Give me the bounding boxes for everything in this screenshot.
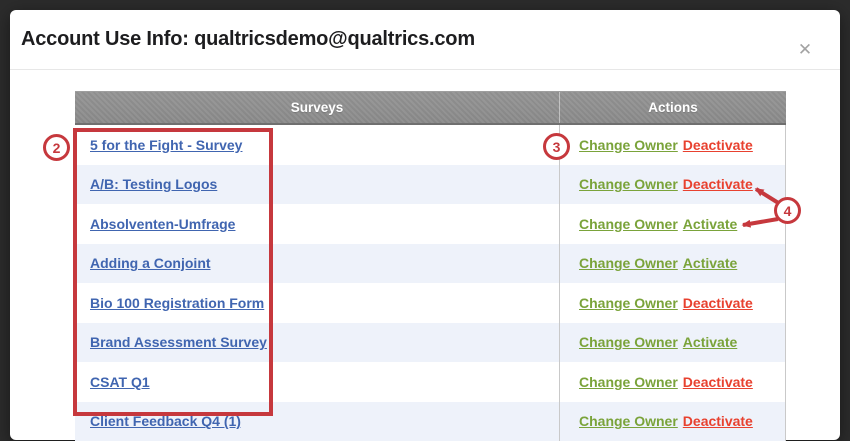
actions-cell: Change Owner Activate (559, 323, 786, 363)
survey-cell: Brand Assessment Survey (75, 323, 559, 363)
survey-cell: CSAT Q1 (75, 362, 559, 402)
actions-cell: Change Owner Deactivate (559, 402, 786, 441)
change-owner-link[interactable]: Change Owner (579, 413, 678, 429)
survey-link[interactable]: Brand Assessment Survey (90, 334, 267, 350)
annotation-step-2-badge: 2 (43, 134, 70, 161)
survey-link[interactable]: Adding a Conjoint (90, 255, 211, 271)
toggle-activation-link[interactable]: Activate (683, 255, 737, 271)
survey-link[interactable]: A/B: Testing Logos (90, 176, 217, 192)
column-header-surveys: Surveys (75, 92, 559, 123)
toggle-activation-link[interactable]: Activate (683, 216, 737, 232)
survey-cell: Adding a Conjoint (75, 244, 559, 284)
change-owner-link[interactable]: Change Owner (579, 255, 678, 271)
toggle-activation-link[interactable]: Activate (683, 334, 737, 350)
table-row: Absolventen-Umfrage Change Owner Activat… (75, 204, 786, 244)
change-owner-link[interactable]: Change Owner (579, 334, 678, 350)
toggle-activation-link[interactable]: Deactivate (683, 295, 753, 311)
survey-link[interactable]: Client Feedback Q4 (1) (90, 413, 241, 429)
survey-link[interactable]: 5 for the Fight - Survey (90, 137, 242, 153)
change-owner-link[interactable]: Change Owner (579, 137, 678, 153)
survey-cell: Bio 100 Registration Form (75, 283, 559, 323)
table-row: Client Feedback Q4 (1) Change Owner Deac… (75, 402, 786, 441)
actions-cell: Change Owner Deactivate (559, 125, 786, 165)
table-header-row: Surveys Actions (75, 91, 786, 125)
toggle-activation-link[interactable]: Deactivate (683, 413, 753, 429)
change-owner-link[interactable]: Change Owner (579, 216, 678, 232)
change-owner-link[interactable]: Change Owner (579, 176, 678, 192)
survey-link[interactable]: Bio 100 Registration Form (90, 295, 264, 311)
change-owner-link[interactable]: Change Owner (579, 295, 678, 311)
survey-link[interactable]: Absolventen-Umfrage (90, 216, 235, 232)
survey-cell: A/B: Testing Logos (75, 165, 559, 205)
table-row: CSAT Q1 Change Owner Deactivate (75, 362, 786, 402)
column-header-actions: Actions (559, 92, 786, 123)
table-body: 5 for the Fight - Survey Change Owner De… (75, 125, 786, 441)
close-icon[interactable]: ✕ (794, 39, 816, 61)
actions-cell: Change Owner Activate (559, 204, 786, 244)
toggle-activation-link[interactable]: Deactivate (683, 137, 753, 153)
survey-link[interactable]: CSAT Q1 (90, 374, 150, 390)
table-row: Brand Assessment Survey Change Owner Act… (75, 323, 786, 363)
table-row: Adding a Conjoint Change Owner Activate (75, 244, 786, 284)
survey-cell: Client Feedback Q4 (1) (75, 402, 559, 441)
surveys-table: Surveys Actions 5 for the Fight - Survey… (75, 91, 786, 441)
actions-cell: Change Owner Deactivate (559, 165, 786, 205)
modal-title: Account Use Info: qualtricsdemo@qualtric… (21, 28, 475, 51)
table-row: Bio 100 Registration Form Change Owner D… (75, 283, 786, 323)
change-owner-link[interactable]: Change Owner (579, 374, 678, 390)
actions-cell: Change Owner Deactivate (559, 362, 786, 402)
toggle-activation-link[interactable]: Deactivate (683, 176, 753, 192)
survey-cell: Absolventen-Umfrage (75, 204, 559, 244)
survey-cell: 5 for the Fight - Survey (75, 125, 559, 165)
table-row: 5 for the Fight - Survey Change Owner De… (75, 125, 786, 165)
modal-header: Account Use Info: qualtricsdemo@qualtric… (10, 10, 840, 70)
table-row: A/B: Testing Logos Change Owner Deactiva… (75, 165, 786, 205)
toggle-activation-link[interactable]: Deactivate (683, 374, 753, 390)
actions-cell: Change Owner Activate (559, 244, 786, 284)
actions-cell: Change Owner Deactivate (559, 283, 786, 323)
account-use-info-modal: Account Use Info: qualtricsdemo@qualtric… (10, 10, 840, 440)
